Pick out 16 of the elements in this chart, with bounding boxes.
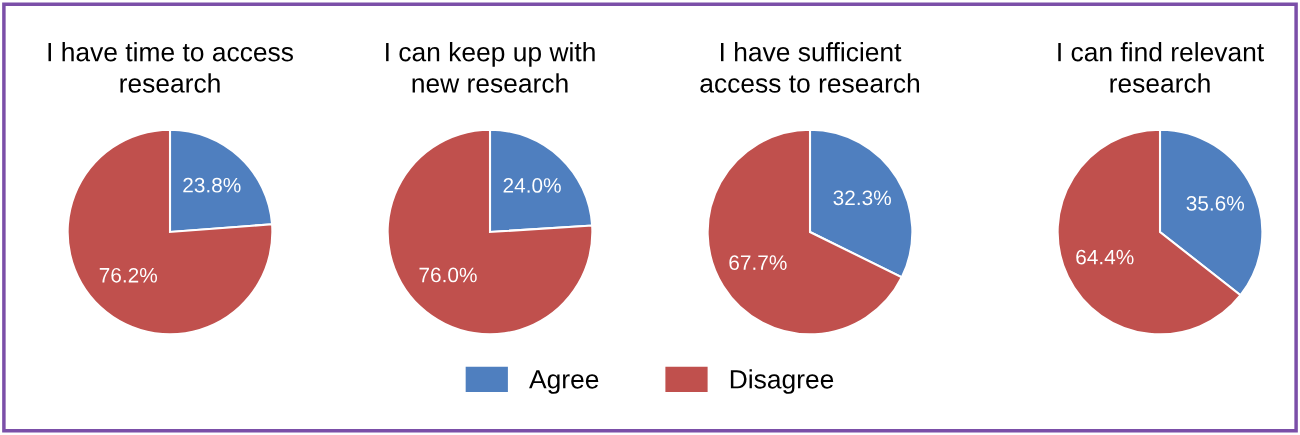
data-label: 64.4% — [1076, 249, 1134, 265]
data-label: 35.6% — [1186, 195, 1245, 211]
chart-title: I have sufficient access to research — [700, 42, 920, 93]
data-label: 67.7% — [729, 255, 787, 271]
data-label: 32.3% — [833, 190, 891, 206]
chart-title: I can keep up with new research — [386, 42, 595, 93]
data-label: 76.0% — [419, 267, 477, 283]
data-label: 76.2% — [99, 267, 158, 283]
legend-label: Disagree — [730, 369, 834, 394]
pie-slice — [66, 128, 274, 336]
chart-title: I can find relevant research — [1058, 42, 1264, 93]
legend-label: Agree — [529, 370, 599, 394]
data-label: 23.8% — [183, 177, 241, 193]
pie-slice — [386, 128, 594, 336]
chart-title: I have time to access research — [48, 42, 293, 93]
data-label: 24.0% — [503, 178, 561, 193]
